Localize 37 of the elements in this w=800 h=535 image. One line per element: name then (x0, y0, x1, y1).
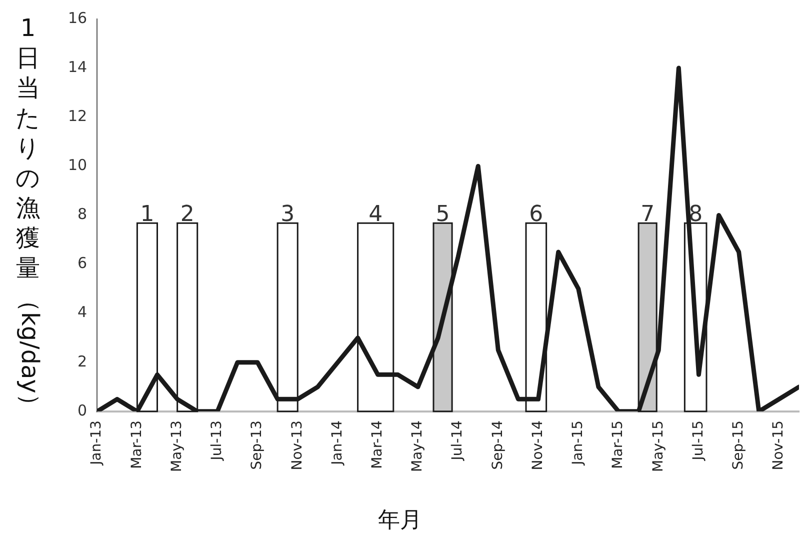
x-tick-label: Jan-14 (329, 420, 346, 466)
band-label: 2 (180, 202, 194, 227)
y-tick-label: 14 (68, 58, 88, 76)
x-tick-label: May-15 (650, 420, 666, 472)
text: 1日当たりの漁獲量（kg/day） (16, 14, 44, 418)
band-label: 3 (280, 202, 295, 227)
band-label: 6 (529, 202, 544, 227)
y-tick-label: 0 (78, 401, 88, 420)
x-tick-label: Mar-15 (610, 420, 626, 469)
x-tick-label: Jul-15 (690, 420, 706, 462)
band-label: 4 (368, 202, 383, 227)
x-tick-label: Sep-15 (730, 420, 746, 470)
y-tick-label: 6 (78, 254, 88, 272)
x-tick-label: Nov-15 (770, 420, 787, 470)
y-tick-label: 4 (78, 303, 88, 322)
y-tick-label: 16 (68, 8, 88, 27)
y-tick-label: 10 (68, 156, 88, 174)
x-tick-label: Jan-15 (570, 420, 586, 466)
band-label: 1 (140, 202, 154, 227)
x-tick-label: Jul-14 (450, 420, 466, 462)
x-tick-label: Jan-13 (88, 420, 105, 466)
x-tick-label: May-13 (168, 420, 185, 472)
x-tick-label: Nov-13 (289, 420, 306, 470)
x-tick-label: Mar-14 (369, 420, 386, 469)
y-tick-label: 12 (68, 107, 88, 125)
x-tick-label: May-14 (410, 420, 426, 472)
band-label: 7 (640, 202, 655, 227)
x-tick-label: Mar-13 (128, 420, 145, 469)
x-tick-label: Sep-14 (490, 420, 506, 470)
y-tick-label: 2 (78, 352, 88, 370)
y-tick-label: 8 (78, 205, 88, 224)
x-tick-label: Sep-13 (249, 420, 266, 470)
x-axis-title: 年月 (377, 507, 423, 535)
x-tick-label: Jul-13 (209, 420, 226, 462)
x-tick-label: Nov-14 (530, 420, 546, 470)
band-label: 5 (436, 202, 450, 227)
band-label: 8 (688, 202, 703, 227)
